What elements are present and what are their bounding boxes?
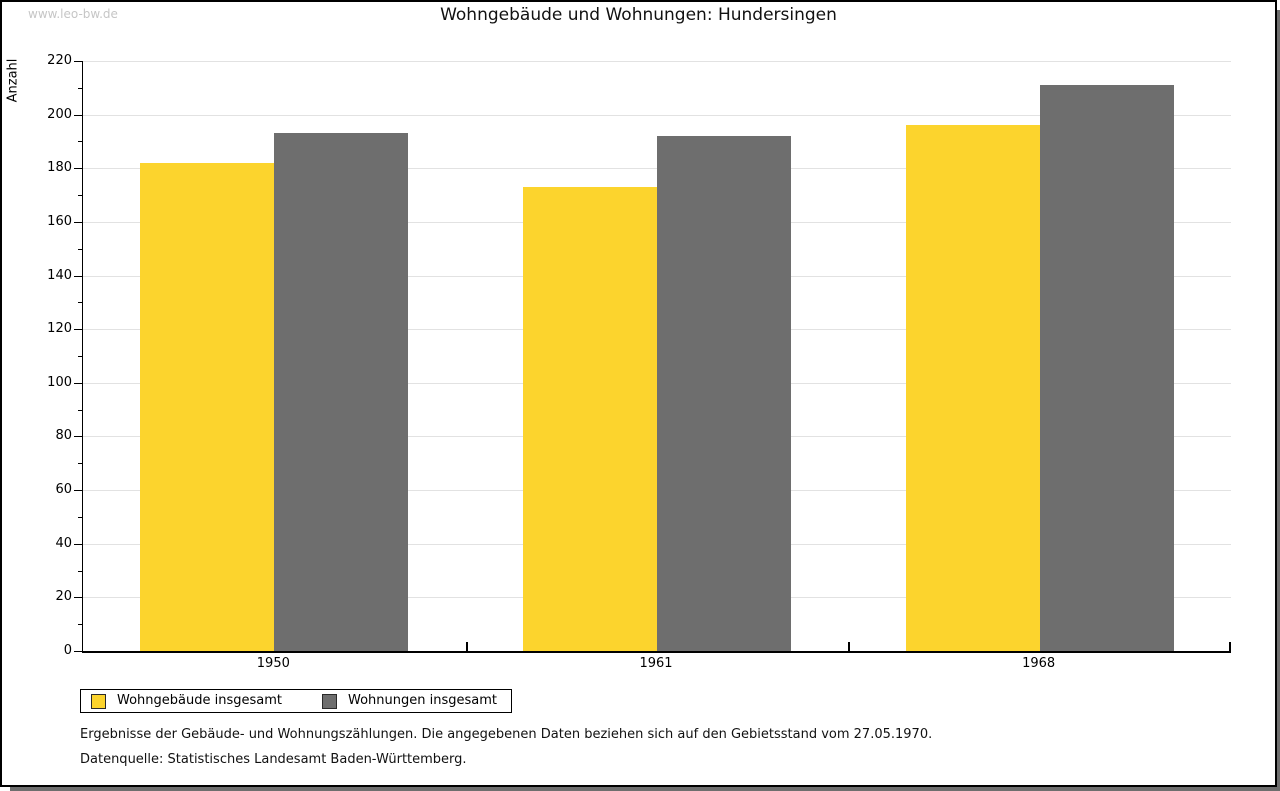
y-tick-200 (74, 114, 82, 116)
y-tick-label-80: 80 (55, 428, 72, 444)
y-tick-label-160: 160 (47, 213, 72, 229)
y-tick-30 (78, 570, 82, 572)
bar-1968-series-2 (1039, 85, 1174, 651)
chart-title: Wohngebäude und Wohnungen: Hundersingen (440, 5, 837, 25)
legend-swatch-1 (91, 693, 106, 709)
y-tick-label-180: 180 (47, 160, 72, 176)
y-tick-label-20: 20 (55, 589, 72, 605)
y-tick-60 (74, 490, 82, 492)
y-tick-150 (78, 248, 82, 250)
x-tick-label-1950: 1950 (256, 656, 290, 671)
gridline-220 (83, 61, 1231, 62)
x-tick-label-1961: 1961 (639, 656, 673, 671)
y-tick-140 (74, 275, 82, 277)
y-tick-120 (74, 329, 82, 331)
bar-1968-series-1 (905, 125, 1040, 651)
y-tick-0 (74, 651, 82, 652)
bar-1950-series-1 (140, 162, 275, 651)
y-tick-label-220: 220 (47, 53, 72, 68)
legend-swatch-2 (322, 693, 337, 709)
y-tick-130 (78, 302, 82, 304)
bar-1961-series-1 (523, 187, 657, 651)
y-tick-80 (74, 436, 82, 438)
y-tick-label-120: 120 (47, 321, 72, 337)
x-boundary-tick-1 (465, 642, 468, 651)
y-tick-label-140: 140 (47, 267, 72, 283)
watermark-url: www.leo-bw.de (28, 7, 118, 21)
gridline-200 (83, 114, 1231, 116)
y-tick-170 (78, 195, 82, 197)
y-tick-160 (74, 221, 82, 223)
legend-item-2: Wohnungen insgesamt (322, 693, 497, 709)
footnote-gebietsstand: Ergebnisse der Gebäude- und Wohnungszähl… (80, 727, 933, 742)
plot-area (74, 61, 1231, 653)
y-tick-220 (74, 61, 82, 62)
legend-item-1: Wohngebäude insgesamt (91, 693, 282, 709)
x-tick-label-1968: 1968 (1022, 656, 1056, 671)
y-tick-90 (78, 409, 82, 411)
y-tick-label-0: 0 (63, 643, 72, 658)
legend-label-2: Wohnungen insgesamt (348, 693, 497, 708)
y-tick-210 (78, 87, 82, 89)
bar-1961-series-2 (656, 136, 791, 651)
y-tick-20 (74, 597, 82, 599)
y-tick-label-40: 40 (55, 535, 72, 551)
y-tick-label-200: 200 (47, 106, 72, 122)
bar-group-1950 (83, 61, 466, 651)
legend-label-1: Wohngebäude insgesamt (117, 693, 282, 708)
x-boundary-tick-3 (1229, 642, 1231, 651)
y-tick-100 (74, 382, 82, 384)
y-tick-10 (78, 624, 82, 626)
drop-shadow-right (1277, 10, 1280, 787)
bar-group-1961 (466, 61, 849, 651)
y-axis-tick-labels: 0 20 40 60 80 100 120 140 160 180 200 220 (2, 53, 76, 658)
y-tick-50 (78, 516, 82, 518)
y-tick-label-60: 60 (55, 482, 72, 498)
legend: Wohngebäude insgesamt Wohnungen insgesamt (80, 689, 512, 713)
y-tick-110 (78, 356, 82, 357)
bar-group-1968 (848, 61, 1231, 651)
y-tick-70 (78, 463, 82, 465)
y-tick-180 (74, 168, 82, 170)
y-tick-40 (74, 543, 82, 545)
footnote-datenquelle: Datenquelle: Statistisches Landesamt Bad… (80, 752, 467, 767)
x-axis-tick-labels: 1950 1961 1968 (82, 656, 1230, 674)
y-tick-label-100: 100 (47, 374, 72, 390)
x-boundary-tick-2 (848, 642, 851, 651)
y-tick-190 (78, 141, 82, 143)
drop-shadow-bottom (10, 787, 1280, 791)
bar-1950-series-2 (274, 133, 409, 651)
